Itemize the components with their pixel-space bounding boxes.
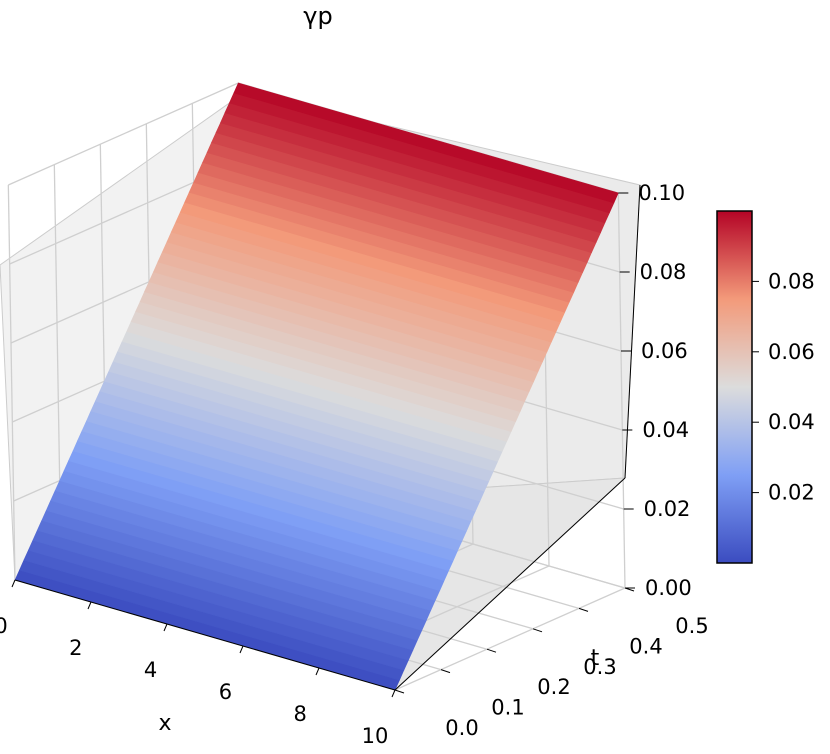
colorbar — [716, 210, 753, 564]
z-axis-ticks: 0.00 0.02 0.04 0.06 0.08 0.10 — [618, 181, 692, 600]
t-tick-mark — [394, 689, 405, 694]
x-axis-line — [14, 579, 396, 691]
colorbar-tick-label: 0.02 — [768, 481, 815, 505]
t-axis-line — [394, 477, 626, 691]
t-tick-label: 0.3 — [583, 655, 616, 679]
z-tick-label: 0.04 — [642, 418, 689, 442]
x-tick-mark — [239, 645, 244, 654]
surface-strip — [233, 82, 619, 204]
colorbar-tick-label: 0.08 — [768, 269, 815, 293]
left-grid-z — [8, 82, 239, 186]
x-tick-label: 8 — [294, 702, 307, 726]
x-tick-mark — [11, 579, 16, 588]
chart-title: γp — [303, 2, 332, 30]
t-tick-label: 0.4 — [629, 634, 662, 658]
t-axis-label: t — [591, 646, 600, 671]
surface — [14, 82, 619, 691]
z-axis-line — [624, 184, 641, 479]
x-axis-label: x — [158, 711, 171, 736]
t-tick-mark — [532, 628, 543, 633]
z-tick-label: 0.00 — [645, 576, 692, 600]
x-tick-label: 0 — [0, 614, 8, 638]
x-tick-mark — [87, 601, 92, 610]
z-tick-label: 0.08 — [640, 260, 687, 284]
colorbar-ticks: 0.02 0.04 0.06 0.08 — [752, 269, 815, 505]
z-tick-label: 0.06 — [641, 339, 688, 363]
colorbar-tick-label: 0.04 — [768, 410, 815, 434]
t-tick-label: 0.0 — [445, 716, 478, 740]
x-tick-mark — [391, 689, 396, 698]
t-tick-mark — [440, 669, 451, 674]
t-tick-mark — [578, 607, 589, 612]
t-tick-label: 0.5 — [675, 614, 708, 638]
t-tick-label: 0.1 — [491, 696, 524, 720]
left-grid-t — [7, 184, 16, 581]
x-tick-mark — [315, 667, 320, 676]
colorbar-tick-label: 0.06 — [768, 340, 815, 364]
back-grid-x — [617, 192, 626, 589]
x-tick-label: 10 — [362, 724, 389, 748]
x-axis-ticks: 0 2 4 6 8 10 — [0, 579, 396, 748]
t-axis-ticks: 0.0 0.1 0.2 0.3 0.4 0.5 — [394, 587, 709, 740]
x-tick-label: 2 — [69, 636, 82, 660]
x-tick-label: 4 — [144, 658, 157, 682]
floor-grid-x — [394, 587, 626, 691]
z-tick-label: 0.10 — [638, 181, 685, 205]
z-tick-label: 0.02 — [644, 497, 691, 521]
x-tick-label: 6 — [219, 680, 232, 704]
t-tick-mark — [486, 648, 497, 653]
t-tick-label: 0.2 — [537, 675, 570, 699]
x-tick-mark — [163, 623, 168, 632]
